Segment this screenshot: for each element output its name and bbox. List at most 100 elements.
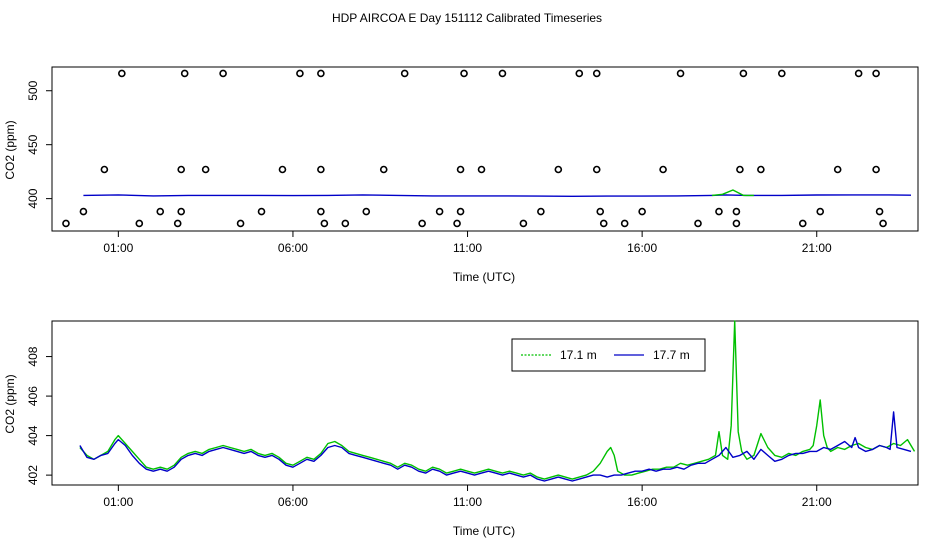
y-tick-label: 402 [26,465,40,485]
calibration-marker [739,69,748,78]
calibration-marker [638,207,646,216]
calibration-marker [118,69,126,78]
calibration-marker [833,165,842,174]
series-line-17-1-m [79,320,916,480]
calibration-marker [456,165,465,174]
calibration-marker [732,219,741,228]
y-tick-label: 406 [26,386,40,406]
series-line-1 [711,189,754,197]
calibration-marker [79,207,88,216]
y-tick-label: 408 [26,346,40,366]
calibration-marker [320,219,329,228]
calibration-marker [854,69,863,78]
calibration-marker [676,69,685,78]
calibration-marker [592,69,601,78]
calibration-marker [418,219,426,228]
plot-area [62,69,912,228]
calibration-marker [177,207,186,216]
x-tick-label: 21:00 [802,241,832,255]
y-tick-label: 404 [26,425,40,445]
x-tick-label: 06:00 [278,495,308,509]
calibration-marker [453,219,461,228]
calibration-marker [592,165,601,174]
calibration-marker [596,207,605,216]
y-axis: 402 404 406 408 [26,346,52,485]
x-tick-label: 01:00 [103,495,133,509]
calibration-marker [757,165,765,174]
calibration-marker [554,165,563,174]
calibration-marker [460,69,468,78]
plot-frame [51,320,919,486]
plot-area [79,320,916,482]
calibration-marker [798,219,807,228]
calibration-marker [875,207,884,216]
calibration-marker [694,219,702,228]
calibration-marker [872,165,880,174]
x-tick-label: 11:00 [453,241,482,255]
legend: 17.1 m 17.7 m [511,338,706,372]
calibration-marker [100,165,109,174]
plot-frame [51,66,919,232]
y-axis-label: CO2 (ppm) [3,374,17,433]
calibration-marker [278,165,287,174]
calibration-marker [173,219,182,228]
calibration-marker [879,219,887,228]
calibration-marker [62,219,70,228]
x-tick-label: 16:00 [627,495,657,509]
x-tick-label: 11:00 [453,495,482,509]
calibration-marker [156,207,165,216]
legend-box [511,338,706,372]
x-tick-label: 21:00 [802,495,832,509]
calibration-marker [400,69,409,78]
calibration-marker [341,219,350,228]
calibration-marker [317,207,325,216]
y-tick-label: 450 [26,134,40,154]
calibration-marker [659,165,667,174]
calibration-marker [537,207,545,216]
x-tick-label: 01:00 [103,241,133,255]
calibration-marker [778,69,786,78]
figure-title: HDP AIRCOA E Day 151112 Calibrated Times… [332,11,602,25]
x-axis: 01:00 06:00 11:00 16:00 21:00 [103,231,832,255]
calibration-marker [435,207,444,216]
x-axis-label: Time (UTC) [453,270,515,284]
calibration-marker [816,207,825,216]
calibration-marker [219,69,227,78]
calibration-marker [180,69,189,78]
overview-panel: 400 450 500 01:00 06:00 11:00 16:00 21:00 Time… [3,66,919,284]
calibration-marker [317,69,325,78]
x-axis-label: Time (UTC) [453,524,515,538]
legend-label-17-1-m: 17.1 m [560,348,597,362]
calibration-marker [317,165,325,174]
detail-panel: 402 404 406 408 01:00 06:00 11:00 16:00 21:00 T… [3,320,919,538]
calibration-marker [732,207,741,216]
calibration-marker [498,69,507,78]
calibration-marker [736,165,744,174]
y-tick-label: 500 [26,80,40,100]
calibration-marker [135,219,144,228]
calibration-marker [477,165,486,174]
calibration-marker [599,219,608,228]
calibration-marker [872,69,880,78]
calibration-marker [362,207,371,216]
x-tick-label: 16:00 [627,241,657,255]
calibration-marker [201,165,210,174]
y-tick-label: 400 [26,188,40,208]
calibration-marker [236,219,245,228]
y-axis: 400 450 500 [26,80,52,209]
calibration-marker [296,69,304,78]
y-axis-label: CO2 (ppm) [3,120,17,179]
series-line-17-7-m [79,411,912,482]
series-line-0 [83,194,912,198]
calibration-marker [257,207,266,216]
legend-label-17-7-m: 17.7 m [653,348,690,362]
calibration-marker [519,219,528,228]
x-axis: 01:00 06:00 11:00 16:00 21:00 [103,485,832,509]
calibration-marker [456,207,465,216]
x-tick-label: 06:00 [278,241,308,255]
calibration-marker [715,207,723,216]
calibration-marker [177,165,186,174]
calibration-marker [379,165,388,174]
calibration-marker [575,69,584,78]
